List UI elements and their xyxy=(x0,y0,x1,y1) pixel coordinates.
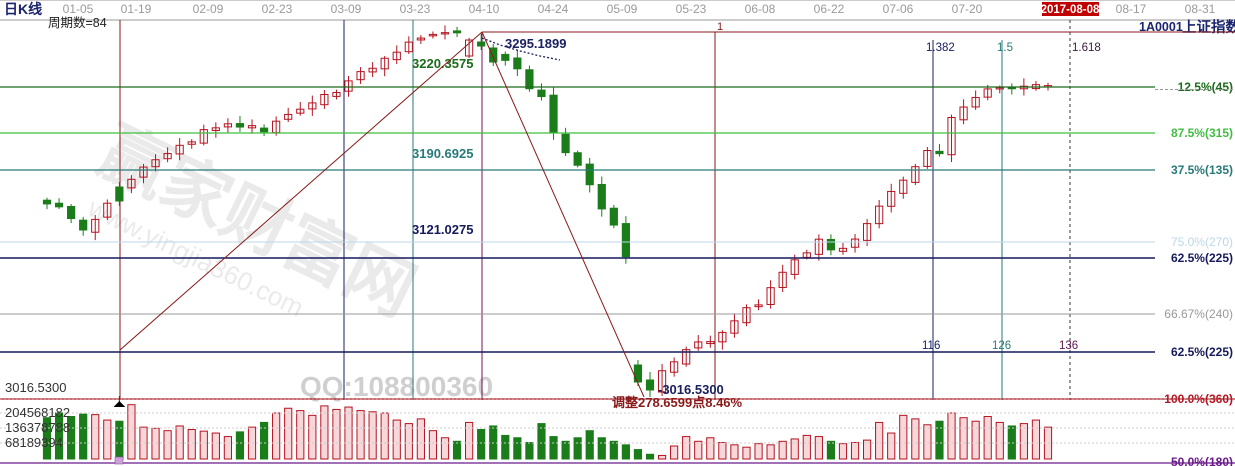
svg-text:1.382: 1.382 xyxy=(926,42,955,54)
svg-text:04-24: 04-24 xyxy=(538,2,569,16)
svg-text:06-08: 06-08 xyxy=(745,2,776,16)
svg-text:3016.5300: 3016.5300 xyxy=(5,380,66,395)
svg-text:QQ:108800360: QQ:108800360 xyxy=(300,371,493,402)
svg-text:62.5%(225): 62.5%(225) xyxy=(1171,345,1233,359)
svg-text:1: 1 xyxy=(717,21,723,33)
svg-text:3121.0275: 3121.0275 xyxy=(412,222,473,237)
svg-text:3295.1899: 3295.1899 xyxy=(505,36,566,51)
svg-text:116: 116 xyxy=(922,340,940,352)
svg-text:01-19: 01-19 xyxy=(121,2,152,16)
svg-text:68189394: 68189394 xyxy=(5,435,63,450)
svg-text:日K线: 日K线 xyxy=(4,1,42,17)
svg-text:05-23: 05-23 xyxy=(676,2,707,16)
svg-text:07-06: 07-06 xyxy=(883,2,914,16)
svg-text:50.0%(180): 50.0%(180) xyxy=(1171,455,1233,466)
svg-text:75.0%(270): 75.0%(270) xyxy=(1171,235,1233,249)
svg-text:07-20: 07-20 xyxy=(952,2,983,16)
svg-text:100.0%(360): 100.0%(360) xyxy=(1164,392,1233,406)
svg-text:136: 136 xyxy=(1059,340,1078,352)
svg-text:08-17: 08-17 xyxy=(1116,2,1147,16)
svg-text:126: 126 xyxy=(992,340,1011,352)
svg-text:01-05: 01-05 xyxy=(63,2,94,16)
svg-text:02-09: 02-09 xyxy=(193,2,224,16)
svg-text:37.5%(135): 37.5%(135) xyxy=(1171,163,1233,177)
svg-text:06-22: 06-22 xyxy=(814,2,845,16)
svg-text:12.5%(45): 12.5%(45) xyxy=(1178,80,1233,94)
svg-text:1.5: 1.5 xyxy=(997,42,1013,54)
svg-text:62.5%(225): 62.5%(225) xyxy=(1171,251,1233,265)
svg-text:1.618: 1.618 xyxy=(1072,42,1101,54)
svg-text:66.67%(240): 66.67%(240) xyxy=(1164,307,1233,321)
svg-text:周期数=84: 周期数=84 xyxy=(48,15,107,30)
svg-text:上证指数: 上证指数 xyxy=(1182,18,1235,36)
svg-text:02-23: 02-23 xyxy=(262,2,293,16)
svg-text:136378788: 136378788 xyxy=(5,420,70,435)
svg-text:87.5%(315): 87.5%(315) xyxy=(1171,126,1233,140)
svg-text:3190.6925: 3190.6925 xyxy=(412,146,473,161)
svg-text:2017-08-08: 2017-08-08 xyxy=(1041,4,1100,16)
svg-text:204568182: 204568182 xyxy=(5,405,70,420)
svg-text:05-09: 05-09 xyxy=(607,2,638,16)
svg-text:03-23: 03-23 xyxy=(400,2,431,16)
svg-text:03-09: 03-09 xyxy=(331,2,362,16)
svg-text:04-10: 04-10 xyxy=(469,2,500,16)
svg-text:3220.3575: 3220.3575 xyxy=(412,56,473,71)
svg-text:08-31: 08-31 xyxy=(1185,2,1216,16)
svg-text:调整278.6599点8.46%: 调整278.6599点8.46% xyxy=(612,395,743,410)
